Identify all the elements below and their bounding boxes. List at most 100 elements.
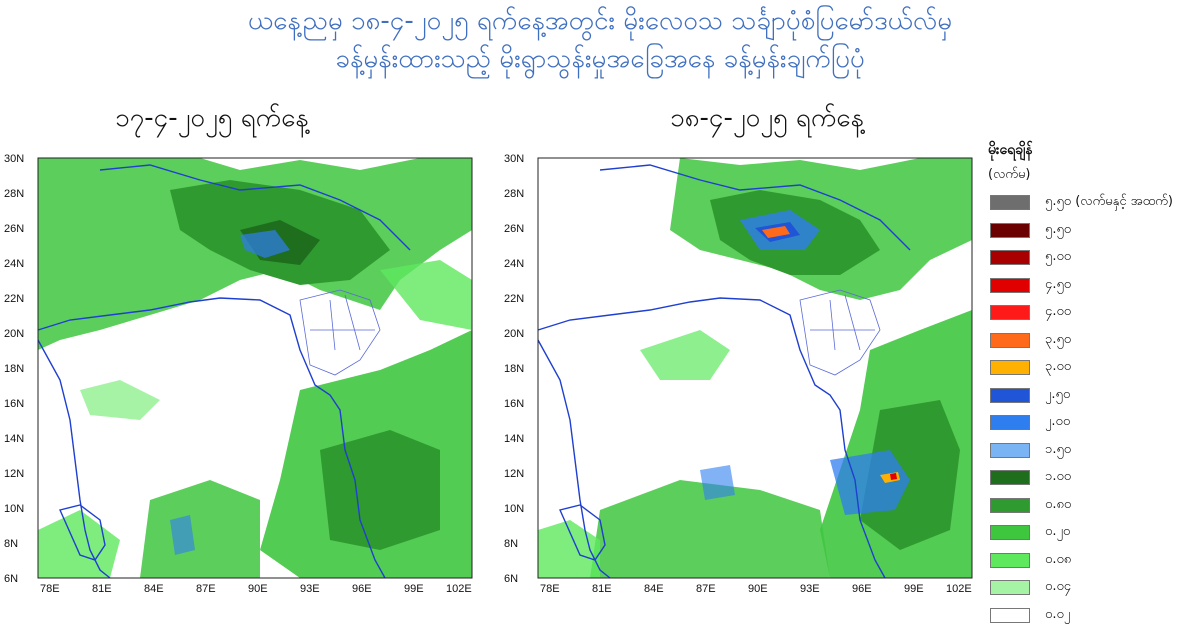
legend-label: ၃.၅၀ [1045,331,1072,347]
legend-item: ၀.၀၈ [990,550,1200,570]
legend-item: ၄.၀၀ [990,302,1200,322]
legend-unit: (လက်မ) [988,167,1031,182]
lat-label: 28N [4,188,24,200]
legend-swatch [990,332,1030,348]
rain-field-intense [762,226,900,483]
legend-label: ၄.၀၀ [1045,304,1072,319]
lat-label: 12N [504,468,524,480]
right-map-svg: 30N 28N 26N 24N 22N 20N 18N 16N 14N 12N … [504,153,973,595]
legend-swatch [990,250,1030,265]
lat-label: 8N [4,538,18,550]
right-panel-subtitle: ၁၈-၄-၂၀၂၅ ရက်နေ့ [670,103,864,133]
lon-label: 93E [800,583,820,595]
right-rainfall-map: 30N 28N 26N 24N 22N 20N 18N 16N 14N 12N … [500,150,973,600]
plot-frame [537,157,973,579]
legend-label: ၅.၅၀ (လက်မနှင့် အထက်) [1045,194,1173,209]
legend-item: ၀.၀၄ [990,577,1200,597]
lon-label: 93E [300,583,320,595]
legend-label: ၂.၅၀ [1045,386,1071,402]
legend-title: မိုးရေချိန် [988,142,1033,158]
legend-item: ၅.၅၀ [990,220,1200,240]
admin-borders [299,289,381,376]
lon-label: 90E [248,583,268,595]
lat-axis: 30N 28N 26N 24N 22N 20N 18N 16N 14N 12N … [4,153,24,585]
left-map-svg: 30N 28N 26N 24N 22N 20N 18N 16N 14N 12N … [4,153,473,595]
legend-item: ၅.၅၀ (လက်မနှင့် အထက်) [990,192,1200,212]
legend-label: ၁.၅၀ [1045,441,1072,457]
plot-frame [37,157,473,579]
lat-label: 12N [4,468,24,480]
legend-swatch [990,525,1030,540]
lat-label: 26N [504,223,524,235]
lon-label: 96E [352,583,372,595]
lon-label: 84E [144,583,164,595]
legend-item: ၀.၂၀ [990,522,1200,542]
lon-label: 84E [644,583,664,595]
lat-label: 24N [4,258,24,270]
lat-label: 18N [504,363,524,375]
legend-label: ၀.၂၀ [1045,524,1071,539]
lat-label: 6N [4,573,18,585]
lon-label: 102E [446,583,472,595]
lat-label: 16N [4,398,24,410]
coastline [37,164,411,579]
legend-label: ၅.၅၀ [1045,221,1072,237]
legend-swatch [990,195,1030,210]
legend-swatch [990,305,1030,320]
legend-label: ၀.၈၀ [1045,496,1072,512]
lat-label: 10N [504,503,524,515]
lat-label: 6N [504,573,518,585]
lat-label: 18N [4,363,24,375]
legend-swatch [990,607,1030,623]
legend-swatch [990,580,1030,595]
lon-label: 78E [40,583,60,595]
legend-swatch [990,470,1030,485]
legend-swatch [990,415,1030,430]
legend-label: ၂.၀၀ [1045,414,1071,429]
legend-swatch [990,360,1030,375]
lat-axis: 30N 28N 26N 24N 22N 20N 18N 16N 14N 12N … [504,153,524,585]
lat-label: 16N [504,398,524,410]
legend-item: ၀.၈၀ [990,495,1200,515]
legend-item: ၁.၀၀ [990,467,1200,487]
legend-swatch [990,222,1030,238]
lat-label: 8N [504,538,518,550]
admin-borders [799,289,881,376]
legend-swatch [990,387,1030,403]
map-title-line2: ခန့်မှန်းထားသည့် မိုးရွာသွန်းမှုအခြေအနေ … [335,44,865,74]
lat-label: 24N [504,258,524,270]
lon-label: 87E [196,583,216,595]
map-title-line1: ယနေ့ညမှ ၁၈-၄-၂၀၂၅ ရက်နေ့အတွင်း မိုးလေဝသ … [247,6,953,36]
lat-label: 20N [4,328,24,340]
rain-field-blue [170,230,290,555]
lat-label: 14N [4,433,24,445]
legend-label: ၄.၅၀ [1045,276,1072,292]
lat-label: 14N [504,433,524,445]
legend-label: ၀.၀၂ [1045,606,1071,622]
legend-item: ၂.၀၀ [990,412,1200,432]
lat-label: 10N [4,503,24,515]
lat-label: 26N [4,223,24,235]
lat-label: 20N [504,328,524,340]
legend-label: ၀.၀၈ [1045,551,1072,567]
legend-label: ၀.၀၄ [1045,579,1072,594]
lon-label: 90E [748,583,768,595]
legend-swatch [990,552,1030,568]
legend-item: ၄.၅၀ [990,275,1200,295]
lon-label: 87E [696,583,716,595]
legend-item: ၀.၀၂ [990,605,1200,625]
legend-item: ၂.၅၀ [990,385,1200,405]
legend-swatch [990,497,1030,513]
lon-label: 99E [404,583,424,595]
left-panel-subtitle: ၁၇-၄-၂၀၂၅ ရက်နေ့ [115,103,309,133]
legend-item: ၅.၀၀ [990,247,1200,267]
lon-label: 102E [946,583,972,595]
lat-label: 28N [504,188,524,200]
legend-swatch [990,442,1030,458]
lon-axis: 78E 81E 84E 87E 90E 93E 96E 99E 102E [540,583,972,595]
legend-swatch [990,277,1030,293]
lat-label: 22N [4,293,24,305]
lat-label: 30N [504,153,524,165]
legend-item: ၃.၅၀ [990,330,1200,350]
lon-axis: 78E 81E 84E 87E 90E 93E 96E 99E 102E [40,583,472,595]
